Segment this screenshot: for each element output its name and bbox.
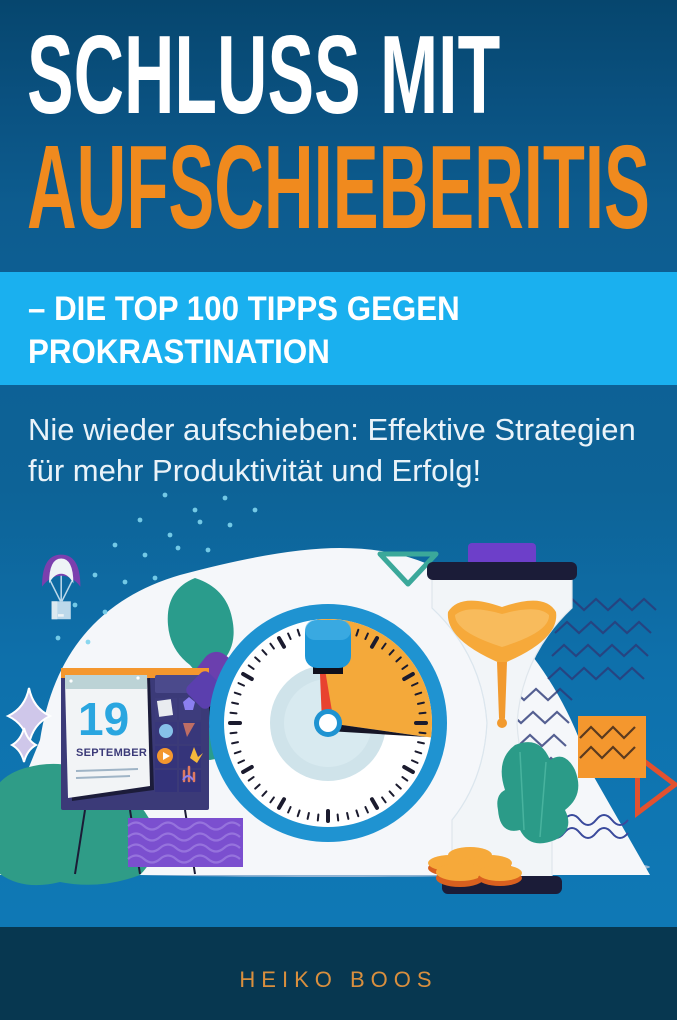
svg-text:19: 19 bbox=[78, 693, 129, 745]
svg-text:SEPTEMBER: SEPTEMBER bbox=[76, 747, 147, 759]
